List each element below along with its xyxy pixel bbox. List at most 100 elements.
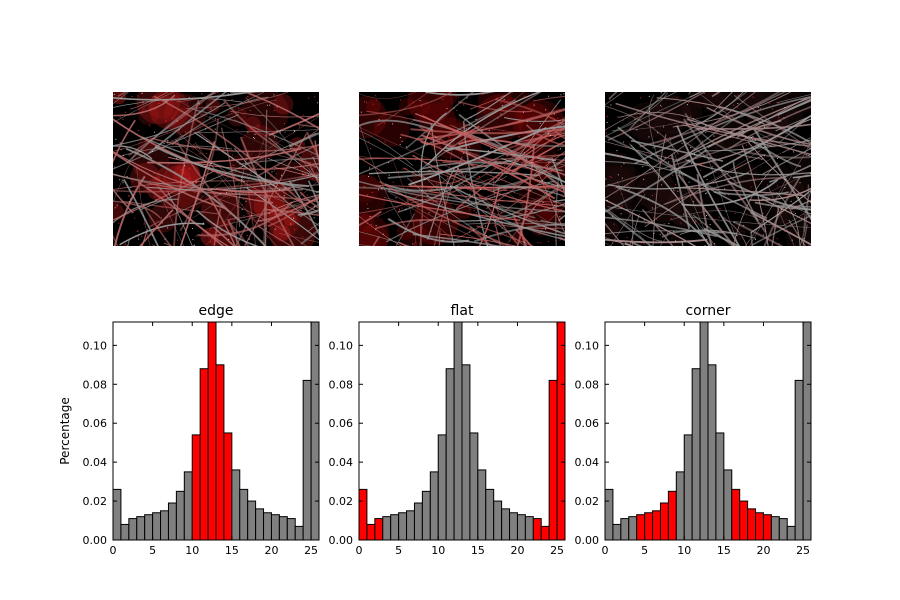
histogram-bar	[286, 518, 296, 541]
histogram-flat: 0 5 10 15 20 25 0.00 0.02 0.04 0.06 0.08 0.10 flat	[329, 303, 566, 557]
histogram-bar	[215, 364, 225, 541]
histogram-bar	[429, 471, 439, 541]
histogram-bar	[675, 471, 685, 541]
histogram-bar	[366, 523, 376, 541]
x-tick-label: 15	[717, 544, 731, 557]
y-tick-label: 0.04	[329, 456, 354, 469]
histogram-corner: 0 5 10 15 20 25 0.00 0.02 0.04 0.06 0.08 0.10 corner	[575, 303, 812, 557]
histogram-bar	[636, 514, 646, 541]
y-tick-label: 0.06	[329, 417, 354, 430]
histogram-bar	[278, 516, 288, 541]
x-tick-label: 0	[110, 544, 117, 557]
histogram-bar	[112, 488, 122, 541]
chart-title: flat	[451, 303, 474, 319]
histogram-bar	[136, 516, 146, 541]
histogram-bar	[207, 321, 217, 541]
histogram-bar	[501, 508, 511, 541]
axes-frame	[604, 321, 812, 541]
y-tick-label: 0.02	[575, 495, 600, 508]
histogram-bar	[794, 379, 804, 541]
histogram-bar	[723, 469, 733, 541]
y-tick-label: 0.10	[83, 339, 108, 352]
histogram-bar	[255, 508, 265, 541]
y-tick-label: 0.04	[83, 456, 108, 469]
histogram-bar	[191, 434, 201, 541]
histogram-bar	[406, 510, 415, 541]
histogram-bar	[762, 514, 772, 541]
y-tick-label: 0.10	[329, 339, 354, 352]
histogram-bar	[516, 514, 526, 541]
y-tick-label: 0.00	[575, 534, 600, 547]
x-tick-label: 25	[796, 544, 810, 557]
histogram-bar	[715, 432, 725, 541]
histogram-bar	[199, 368, 209, 541]
histogram-bar	[509, 512, 518, 541]
y-tick-label: 0.00	[83, 534, 108, 547]
histogram-bar	[239, 488, 249, 541]
histogram-bar	[620, 518, 630, 541]
histogram-bar	[128, 518, 138, 541]
histogram-bar	[699, 321, 709, 541]
histogram-bar	[453, 321, 463, 541]
y-tick-label: 0.10	[575, 339, 600, 352]
axes-frame	[112, 321, 320, 541]
histogram-bar	[390, 514, 400, 541]
x-tick-label: 0	[602, 544, 609, 557]
histogram-bar	[540, 525, 550, 541]
x-tick-label: 5	[641, 544, 648, 557]
x-tick-label: 20	[264, 544, 278, 557]
histogram-bar	[659, 502, 669, 541]
histogram-bar	[120, 523, 130, 541]
x-tick-label: 15	[225, 544, 239, 557]
histogram-bar	[302, 379, 312, 541]
histogram-bar	[770, 516, 780, 541]
texture-image-flat	[359, 92, 565, 246]
histogram-bar	[263, 512, 272, 541]
histogram-bar	[667, 490, 677, 541]
histogram-bar	[739, 500, 749, 541]
histogram-bar	[691, 368, 701, 541]
x-tick-label: 10	[431, 544, 445, 557]
histogram-bar	[731, 488, 741, 541]
histogram-bar	[294, 525, 304, 541]
histogram-bar	[707, 364, 717, 541]
histogram-bar	[374, 518, 384, 541]
histogram-bar	[437, 434, 447, 541]
axes-frame	[358, 321, 566, 541]
histogram-bar	[167, 502, 177, 541]
y-tick-label: 0.06	[83, 417, 108, 430]
texture-image-edge	[113, 92, 319, 246]
x-tick-label: 20	[510, 544, 524, 557]
histogram-bar	[175, 490, 185, 541]
y-tick-label: 0.02	[329, 495, 354, 508]
histogram-bar	[778, 518, 788, 541]
x-tick-label: 5	[149, 544, 156, 557]
histogram-bar	[548, 379, 558, 541]
x-tick-label: 20	[756, 544, 770, 557]
histogram-bar	[413, 502, 423, 541]
x-tick-label: 25	[304, 544, 318, 557]
histogram-bar	[493, 500, 503, 541]
histogram-bar	[445, 368, 455, 541]
histogram-bar	[144, 514, 154, 541]
histogram-bar	[382, 516, 392, 541]
y-tick-label: 0.08	[329, 378, 354, 391]
x-tick-label: 10	[677, 544, 691, 557]
y-tick-label: 0.08	[575, 378, 600, 391]
histogram-bar	[556, 321, 566, 541]
y-tick-label: 0.02	[83, 495, 108, 508]
histogram-bar	[398, 512, 408, 541]
histogram-bar	[485, 488, 495, 541]
x-tick-label: 0	[356, 544, 363, 557]
texture-image-corner	[605, 92, 811, 246]
histogram-bar	[477, 469, 487, 541]
histogram-bar	[183, 471, 193, 541]
histogram-bar	[310, 321, 320, 541]
histogram-bar	[604, 488, 614, 541]
histogram-bar	[223, 432, 233, 541]
histogram-bar	[461, 364, 471, 541]
histogram-bar	[469, 432, 479, 541]
histogram-bar	[247, 500, 257, 541]
